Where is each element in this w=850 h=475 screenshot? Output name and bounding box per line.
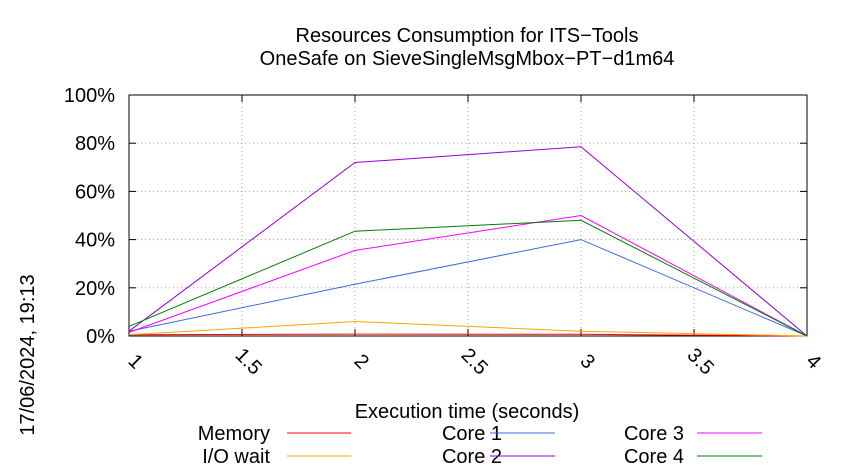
x-tick-label: 2 [350, 350, 373, 373]
legend-label-i-o-wait: I/O wait [202, 446, 270, 468]
x-axis-label: Execution time (seconds) [355, 401, 580, 423]
legend-label-core-2: Core 2 [442, 446, 502, 468]
legend-label-core-1: Core 1 [442, 423, 502, 445]
chart-subtitle: OneSafe on SieveSingleMsgMbox−PT−d1m64 [260, 48, 675, 70]
grid [129, 95, 807, 336]
x-tick-label: 3.5 [683, 344, 718, 379]
y-tick-label: 60% [75, 181, 115, 203]
y-tick-label: 20% [75, 278, 115, 300]
legend-label-core-3: Core 3 [624, 423, 684, 445]
timestamp-label: 17/06/2024, 19:13 [17, 274, 39, 435]
y-tick-label: 80% [75, 133, 115, 155]
y-axis: 0% 20% 40% 60% 80% 100% [64, 85, 807, 348]
x-axis: 1 1.5 2 2.5 3 3.5 4 [124, 95, 825, 379]
legend-label-core-4: Core 4 [624, 446, 684, 468]
series-line-memory [128, 333, 808, 337]
y-tick-label: 100% [64, 85, 115, 107]
x-tick-label: 3 [576, 350, 599, 373]
x-tick-label: 2.5 [457, 344, 492, 379]
y-tick-label: 40% [75, 230, 115, 252]
legend-label-memory: Memory [198, 423, 270, 445]
x-tick-label: 4 [802, 350, 825, 373]
series-line-core-2 [128, 146, 808, 337]
series-lines [128, 146, 808, 337]
series-line-core-3 [128, 214, 808, 337]
series-line-core-4 [128, 219, 808, 337]
chart-title: Resources Consumption for ITS−Tools [296, 25, 639, 47]
x-tick-label: 1 [124, 350, 147, 373]
series-line-core-1 [128, 239, 808, 337]
series-line-i-o-wait [128, 320, 808, 337]
x-tick-label: 1.5 [231, 344, 266, 379]
y-tick-label: 0% [86, 326, 115, 348]
